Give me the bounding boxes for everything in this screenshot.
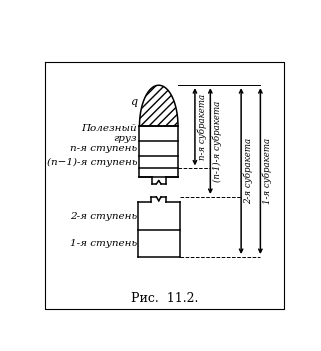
- Text: 2-я ступень: 2-я ступень: [70, 212, 137, 221]
- Text: 1-я ступень: 1-я ступень: [70, 239, 137, 248]
- Text: 2-я субракета: 2-я субракета: [243, 138, 253, 204]
- Text: Рис.  11.2.: Рис. 11.2.: [131, 292, 198, 305]
- Text: n-я субракета: n-я субракета: [197, 94, 207, 160]
- Text: q: q: [130, 97, 137, 107]
- Text: (n−1)-я ступень: (n−1)-я ступень: [47, 158, 137, 167]
- Text: n-я ступень: n-я ступень: [70, 144, 137, 153]
- Text: (n-1)-я субракета: (n-1)-я субракета: [213, 100, 222, 182]
- Polygon shape: [140, 85, 178, 126]
- Text: Полезный
груз: Полезный груз: [82, 124, 137, 144]
- Text: 1-я субракета: 1-я субракета: [263, 138, 272, 204]
